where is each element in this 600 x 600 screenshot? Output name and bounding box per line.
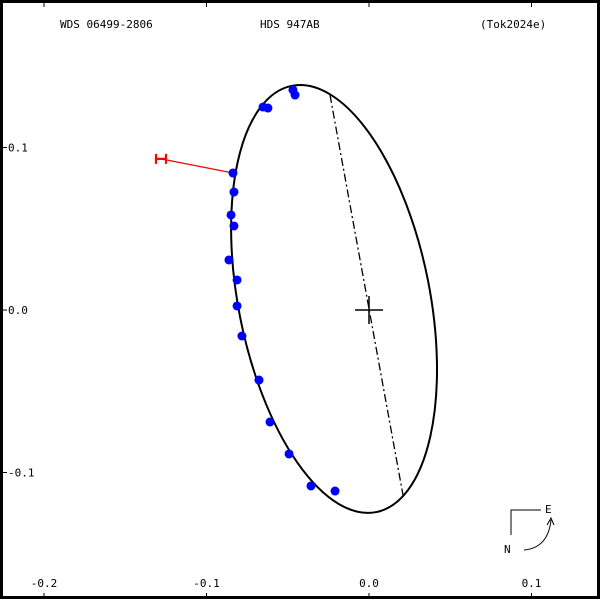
observation-point [254, 375, 264, 385]
observation-point [263, 103, 273, 113]
line-of-nodes [329, 94, 404, 496]
observation-point [229, 221, 239, 231]
observation-point [290, 90, 300, 100]
compass-arrow-icon [523, 516, 555, 551]
observation-point [229, 187, 239, 197]
hipparcos-residual-line [160, 158, 234, 174]
x-tick-label: 0.1 [522, 577, 542, 590]
observation-point [232, 275, 242, 285]
y-tick-label: 0.0 [8, 304, 28, 317]
observation-point [226, 210, 236, 220]
observation-point [232, 301, 242, 311]
y-tick-label: -0.1 [8, 467, 35, 480]
x-tick-label: -0.2 [31, 577, 58, 590]
header-reference: (Tok2024e) [480, 18, 546, 31]
compass-east: E [545, 503, 552, 516]
observation-point [284, 449, 294, 459]
observation-point [228, 168, 238, 178]
x-tick-label: -0.1 [193, 577, 220, 590]
orbit-ellipse [230, 84, 438, 514]
compass: E N [504, 503, 555, 556]
observation-point [224, 255, 234, 265]
header-wds-id: WDS 06499-2806 [60, 18, 153, 31]
observation-point [306, 481, 316, 491]
observation-point [265, 417, 275, 427]
header-pair-name: HDS 947AB [260, 18, 320, 31]
observation-point [330, 486, 340, 496]
compass-north: N [504, 543, 511, 556]
x-tick-label: 0.0 [359, 577, 379, 590]
compass-corner [510, 509, 541, 535]
observation-point [237, 331, 247, 341]
y-tick-label: 0.1 [8, 142, 28, 155]
hipparcos-marker [154, 153, 168, 164]
